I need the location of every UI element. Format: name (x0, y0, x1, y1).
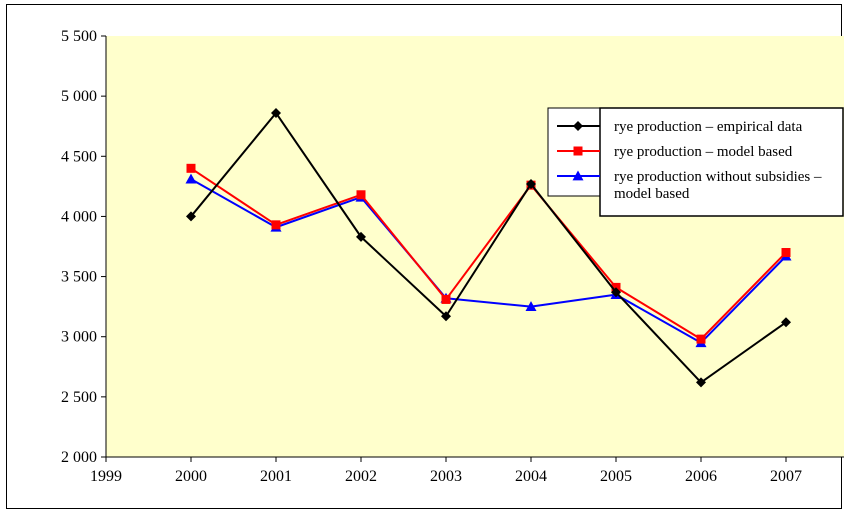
data-point (186, 163, 196, 173)
y-tick-label: 3 500 (61, 269, 97, 286)
y-tick-label: 5 500 (61, 28, 97, 45)
data-point (696, 377, 706, 388)
series-0 (186, 107, 791, 388)
series-line (190, 111, 787, 384)
y-ticks: 2 000 2 500 3 000 3 500 4 000 4 500 5 000 5 500 (61, 28, 106, 466)
x-tick-label: 2006 (685, 468, 717, 485)
plot-area (106, 36, 844, 457)
y-tick-label: 4 500 (61, 148, 97, 165)
y-tick-label: 2 000 (61, 449, 97, 466)
x-ticks: 1999 2000 2001 2002 2003 2004 2005 2006 2007 (90, 457, 802, 485)
series-layer (185, 107, 792, 388)
legend-marker (572, 170, 584, 181)
legend-label: rye production – empirical data (614, 119, 803, 135)
data-point (781, 317, 791, 328)
legend-label: rye production – model based (614, 144, 793, 160)
y-tick-label: 3 000 (61, 329, 97, 346)
data-point (441, 294, 451, 304)
x-tick-label: 2003 (430, 468, 462, 485)
data-point (356, 190, 366, 200)
data-point (781, 248, 791, 258)
series-line (190, 178, 787, 344)
y-tick-label: 4 000 (61, 208, 97, 225)
series-line (190, 167, 787, 341)
x-tick-label: 2004 (515, 468, 547, 485)
data-point (271, 107, 281, 118)
x-tick-label: 2001 (260, 468, 292, 485)
legend-label: rye production without subsidies – (614, 169, 822, 185)
data-point (186, 211, 196, 222)
x-tick-label: 1999 (90, 468, 122, 485)
data-point (696, 334, 706, 344)
x-tick-label: 2000 (175, 468, 207, 485)
legend-label: model based (614, 186, 690, 202)
legend-marker (573, 121, 583, 131)
x-tick-label: 2002 (345, 468, 377, 485)
data-point (526, 178, 536, 189)
y-tick-label: 2 500 (61, 389, 97, 406)
legend: rye production – empirical data rye produ… (547, 107, 844, 217)
data-point (271, 220, 281, 230)
data-point (441, 311, 451, 322)
x-tick-label: 2005 (600, 468, 632, 485)
data-point (185, 173, 197, 184)
data-point (611, 287, 621, 298)
legend-marker (573, 146, 583, 156)
data-point (356, 231, 366, 242)
x-tick-label: 2007 (770, 468, 802, 485)
legend-box (599, 107, 844, 217)
y-tick-label: 5 000 (61, 88, 97, 105)
data-point (525, 301, 537, 312)
